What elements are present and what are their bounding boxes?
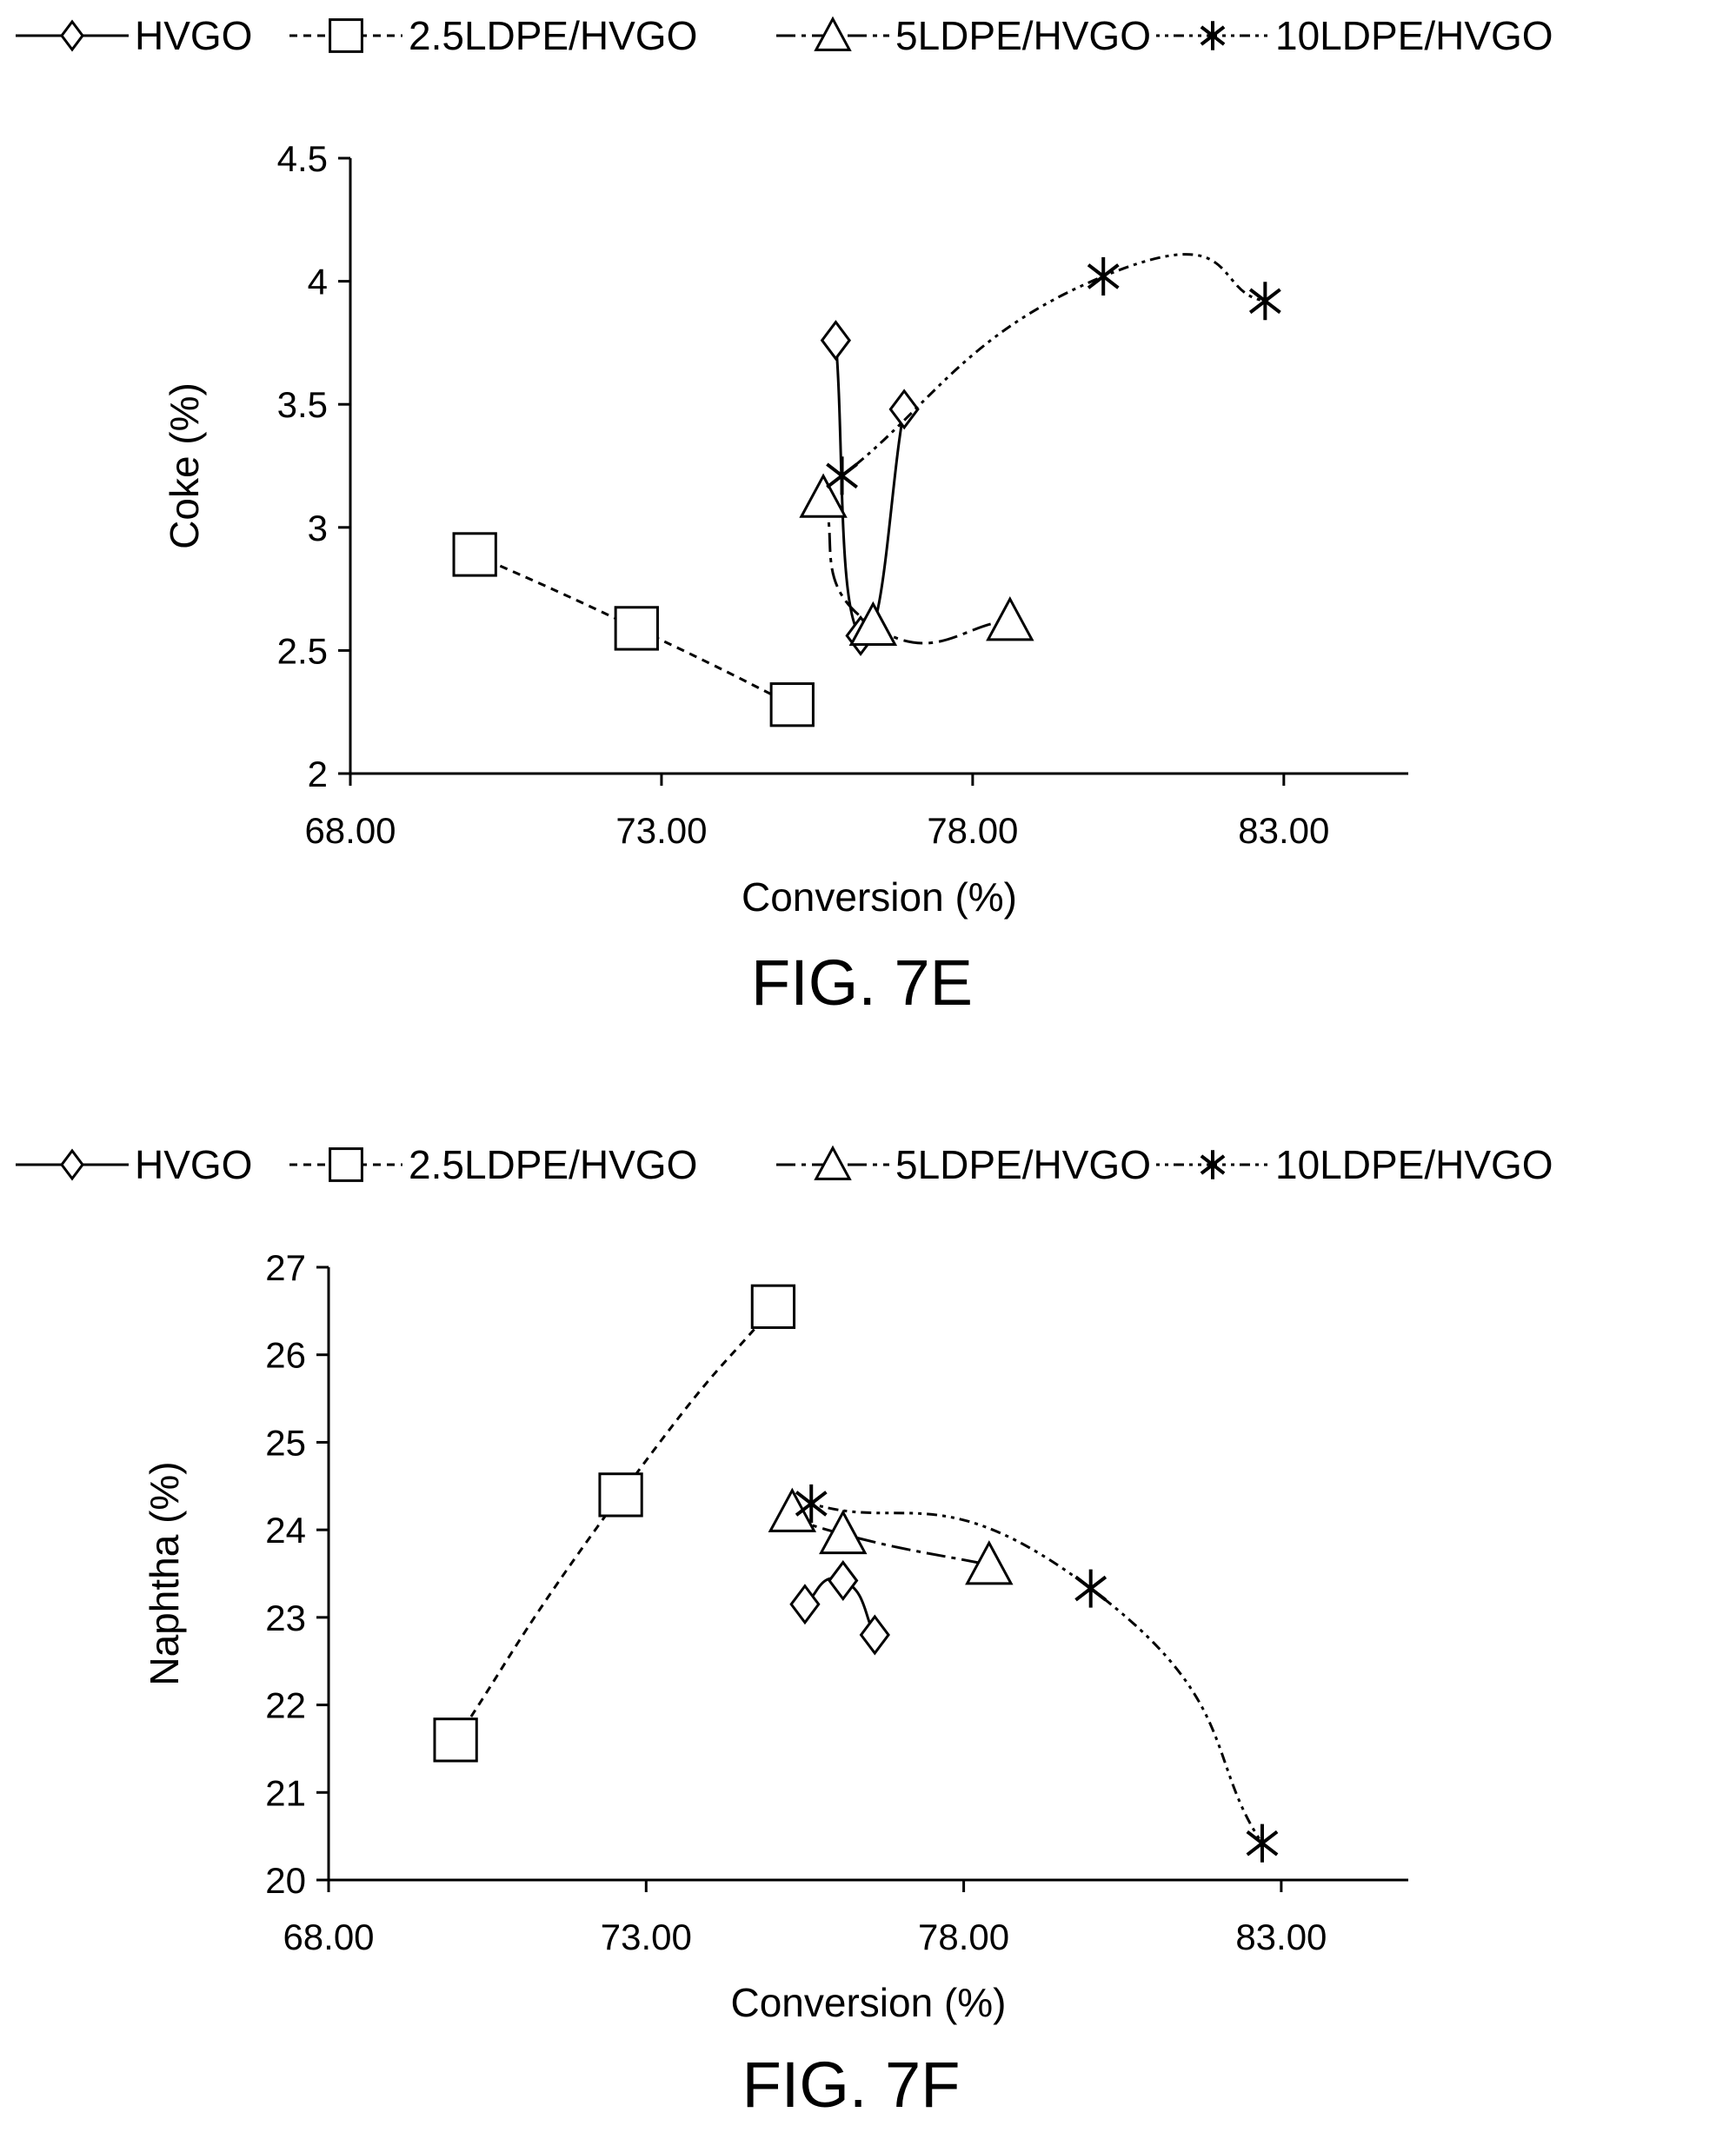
series-diamond (820, 320, 920, 656)
data-point (750, 1284, 796, 1329)
chart-coke: HVGO 2.5LDPE/HVGO 5LDPE/HVGO 10LDPE/HVGO 2 2.… (16, 13, 1553, 1019)
legend: HVGO 2.5LDPE/HVGO 5LDPE/HVGO 10LDPE/HVGO (16, 13, 1553, 58)
legend-item: 10LDPE/HVGO (1156, 13, 1553, 58)
legend-item: 5LDPE/HVGO (776, 1142, 1151, 1187)
legend-marker-square (329, 1147, 363, 1182)
series-diamond (789, 1560, 890, 1656)
data-point (820, 320, 852, 362)
series-line (810, 1502, 1264, 1844)
y-tick-label: 21 (265, 1772, 306, 1813)
legend-item: 2.5LDPE/HVGO (289, 13, 697, 58)
x-axis-title: Conversion (%) (731, 1980, 1007, 2025)
y-tick-label: 25 (265, 1422, 306, 1463)
data-point (859, 1614, 890, 1656)
x-tick-label: 68.00 (304, 810, 396, 851)
data-point (848, 601, 898, 646)
y-tick-label: 20 (265, 1860, 306, 1901)
legend-label: 10LDPE/HVGO (1275, 1142, 1553, 1187)
x-tick-label: 73.00 (615, 810, 707, 851)
legend-marker-asterisk (1200, 21, 1226, 50)
x-tick-label: 83.00 (1235, 1916, 1327, 1957)
series-asterisk (826, 253, 1281, 495)
series-line (474, 553, 793, 707)
series-triangle (768, 1487, 1014, 1585)
legend-marker-triangle (814, 1145, 852, 1180)
data-point (1246, 1823, 1279, 1863)
y-tick-label: 26 (265, 1335, 306, 1376)
legend-item: 10LDPE/HVGO (1156, 1142, 1553, 1187)
y-tick-label: 2 (308, 754, 328, 794)
series-square (433, 1284, 796, 1763)
series-line (821, 497, 1010, 645)
x-tick-label: 83.00 (1238, 810, 1329, 851)
chart-naphtha: HVGO 2.5LDPE/HVGO 5LDPE/HVGO 10LDPE/HVGO 20 2… (16, 1142, 1553, 2121)
x-axis-title: Conversion (%) (742, 874, 1017, 920)
x-tick-label: 78.00 (927, 810, 1018, 851)
legend-marker-diamond (60, 19, 84, 52)
y-tick-label: 4 (308, 262, 328, 302)
data-point (614, 606, 659, 651)
data-point (433, 1717, 478, 1763)
legend-label: HVGO (135, 13, 252, 58)
legend-label: 5LDPE/HVGO (895, 1142, 1151, 1187)
legend: HVGO 2.5LDPE/HVGO 5LDPE/HVGO 10LDPE/HVGO (16, 1142, 1553, 1187)
figure-caption: FIG. 7F (742, 2049, 961, 2121)
legend-label: 2.5LDPE/HVGO (409, 13, 697, 58)
data-point (1087, 256, 1120, 296)
legend-marker-square (329, 18, 363, 53)
series-square (452, 532, 815, 727)
legend-label: 10LDPE/HVGO (1275, 13, 1553, 58)
data-point (452, 532, 497, 577)
data-point (1248, 282, 1281, 321)
series-line (454, 1305, 775, 1741)
x-tick-label: 68.00 (283, 1916, 374, 1957)
y-tick-label: 27 (265, 1247, 306, 1288)
data-point (768, 1487, 817, 1532)
y-axis-title: Naphtha (%) (142, 1461, 187, 1685)
y-tick-label: 4.5 (277, 138, 328, 179)
data-point (965, 1540, 1014, 1585)
data-point (819, 1509, 868, 1555)
legend-label: 2.5LDPE/HVGO (409, 1142, 697, 1187)
y-axis-title: Coke (%) (162, 382, 207, 549)
series-line (841, 253, 1266, 477)
legend-marker-asterisk (1200, 1150, 1226, 1179)
y-tick-label: 23 (265, 1598, 306, 1638)
x-tick-label: 73.00 (601, 1916, 692, 1957)
legend-item: HVGO (16, 13, 252, 58)
data-point (598, 1472, 643, 1518)
y-tick-label: 22 (265, 1685, 306, 1726)
data-point (799, 473, 848, 518)
series-line (834, 340, 906, 640)
figure-caption: FIG. 7E (751, 947, 973, 1019)
x-tick-label: 78.00 (918, 1916, 1009, 1957)
data-point (789, 1584, 821, 1625)
series-triangle (799, 473, 1034, 646)
y-tick-label: 3.5 (277, 384, 328, 425)
legend-item: 5LDPE/HVGO (776, 13, 1151, 58)
data-point (1074, 1569, 1107, 1608)
legend-item: HVGO (16, 1142, 252, 1187)
data-point (986, 596, 1034, 641)
data-point (795, 1484, 828, 1523)
legend-label: 5LDPE/HVGO (895, 13, 1151, 58)
legend-label: HVGO (135, 1142, 252, 1187)
data-point (826, 456, 858, 495)
y-tick-label: 3 (308, 508, 328, 548)
y-tick-label: 2.5 (277, 630, 328, 671)
y-tick-label: 24 (265, 1510, 306, 1551)
data-point (828, 1560, 859, 1602)
legend-item: 2.5LDPE/HVGO (289, 1142, 697, 1187)
legend-marker-diamond (60, 1148, 84, 1181)
data-point (769, 682, 815, 727)
legend-marker-triangle (814, 16, 852, 51)
data-point (888, 389, 920, 430)
series-asterisk (795, 1484, 1279, 1863)
